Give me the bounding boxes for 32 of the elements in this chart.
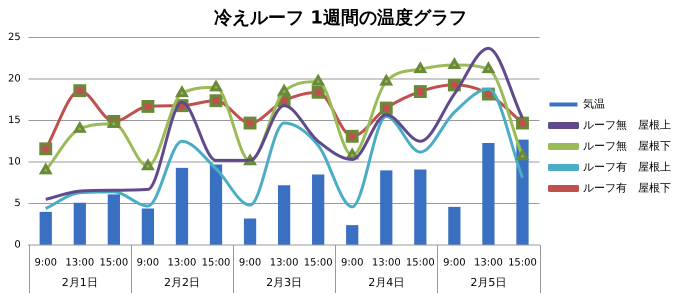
x-tick-label: 9:00	[340, 258, 364, 269]
legend-label: ルーフ無 屋根下	[583, 139, 671, 152]
text: 2月5日	[470, 276, 506, 289]
y-tick-label: 0	[14, 240, 21, 251]
x-tick-label: 15:00	[406, 258, 435, 269]
x-tick-label: 9:00	[238, 258, 262, 269]
x-tick-label: 15:00	[99, 258, 128, 269]
y-tick-label: 15	[8, 115, 21, 126]
x-tick-label: 15:00	[202, 258, 230, 269]
legend-label: ルーフ有 屋根下	[583, 181, 671, 194]
text: 2月1日	[62, 276, 98, 289]
x-tick-label: 15:00	[304, 258, 333, 269]
x-tick-label: 15:00	[508, 258, 537, 269]
x-tick-label: 9:00	[34, 258, 57, 269]
text: 2月3日	[266, 276, 302, 289]
text: 2月2日	[164, 276, 200, 289]
x-tick-label: 13:00	[474, 258, 503, 269]
legend-label: ルーフ有 屋根上	[583, 160, 671, 174]
legend-label: ルーフ無 屋根上	[583, 118, 671, 132]
y-tick-label: 5	[14, 198, 21, 210]
x-tick-label: 13:00	[65, 258, 94, 269]
text: 2月4日	[368, 276, 404, 289]
x-tick-label: 13:00	[372, 258, 401, 269]
y-tick-label: 10	[8, 156, 21, 168]
y-tick-label: 25	[8, 32, 21, 44]
x-tick-label: 13:00	[270, 258, 299, 269]
x-tick-label: 9:00	[443, 258, 466, 269]
x-tick-label: 13:00	[168, 258, 196, 269]
x-tick-label: 9:00	[136, 258, 160, 269]
legend-label: 気温	[583, 97, 605, 110]
y-tick-label: 20	[8, 74, 21, 85]
chart-title: 冷えルーフ 1週間の温度グラフ	[214, 7, 467, 28]
